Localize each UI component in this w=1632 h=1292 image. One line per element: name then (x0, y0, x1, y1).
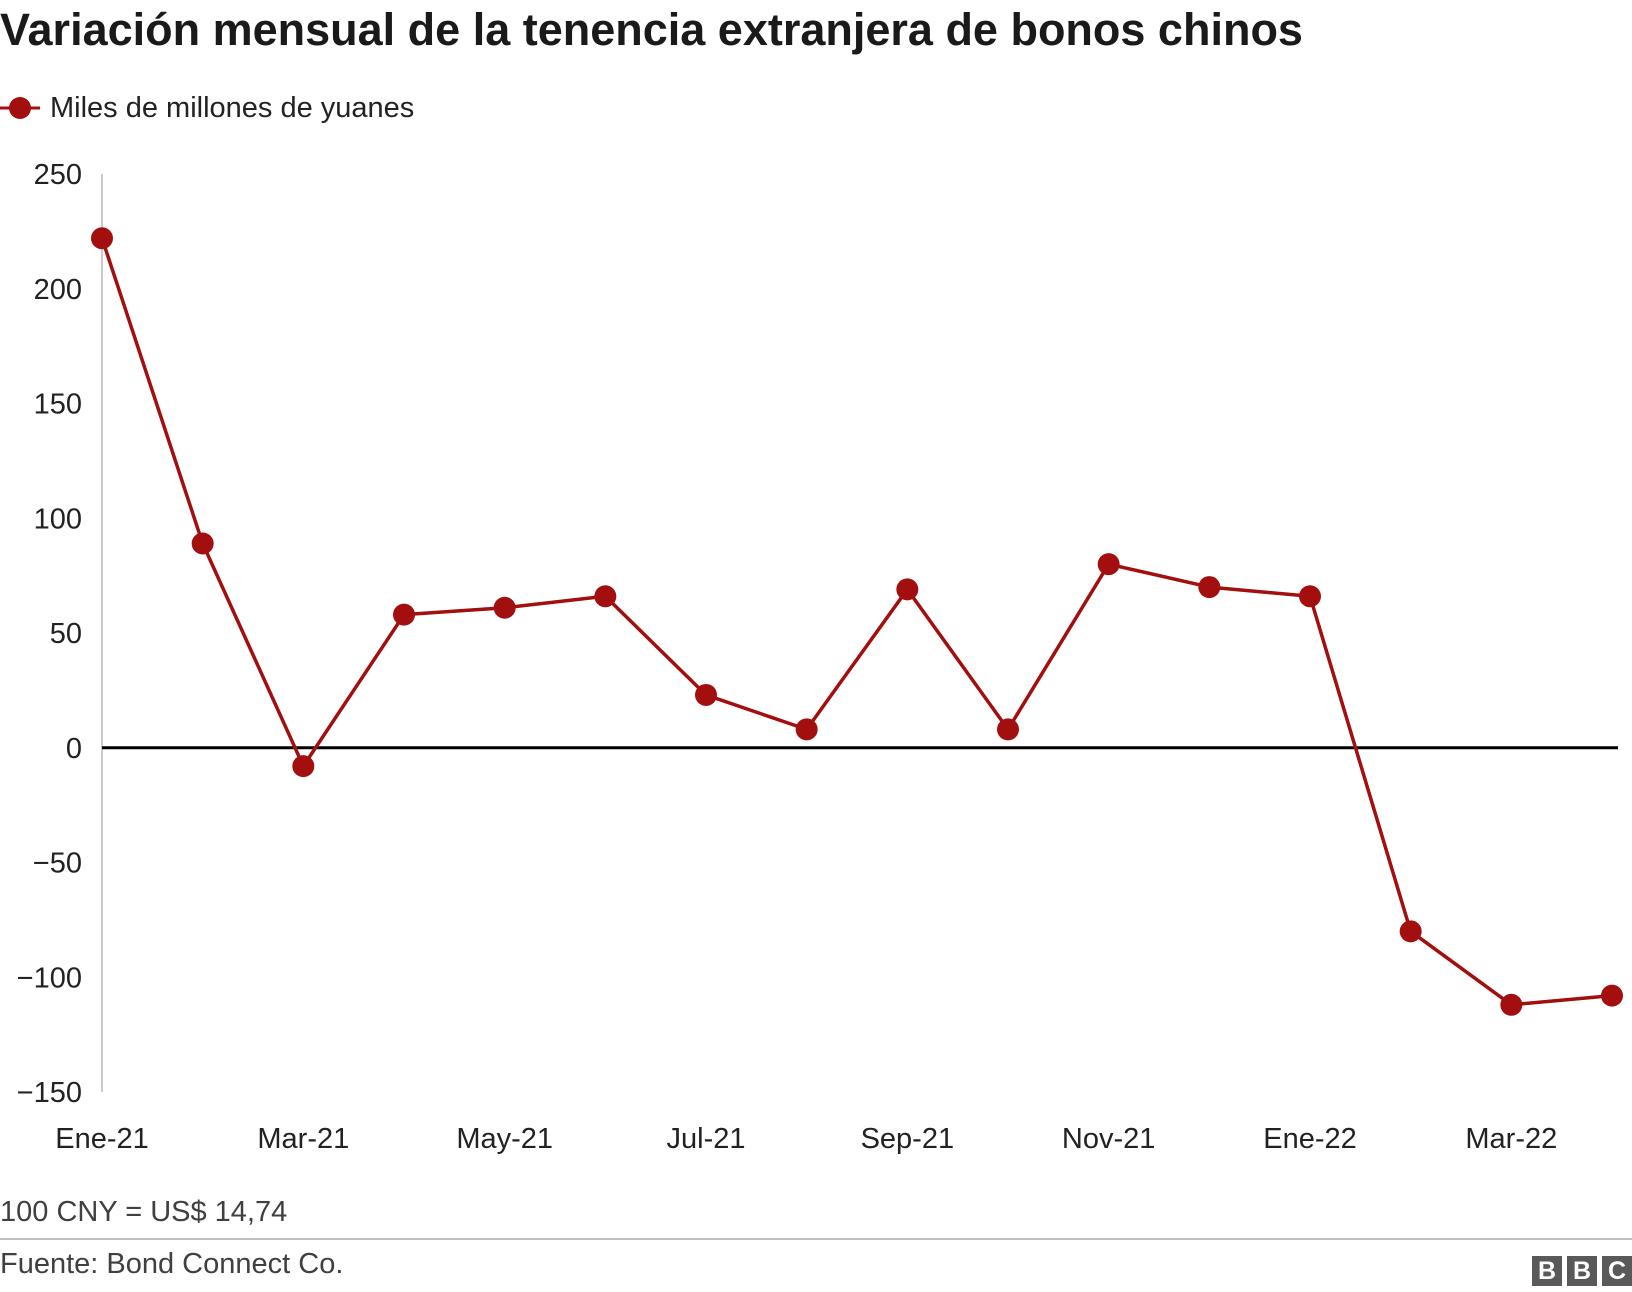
y-tick-label: 250 (34, 159, 82, 191)
y-tick-label: 100 (34, 503, 82, 535)
data-point (292, 755, 315, 778)
data-point (896, 578, 919, 601)
bbc-logo-letter: C (1602, 1256, 1632, 1286)
bbc-logo-letter: B (1532, 1256, 1562, 1286)
data-point (594, 585, 617, 608)
source-text: Fuente: Bond Connect Co. (0, 1248, 344, 1280)
data-point (1500, 993, 1523, 1016)
x-tick-label: Jul-21 (667, 1123, 746, 1155)
data-point (1299, 585, 1321, 608)
y-tick-label: −150 (17, 1077, 82, 1109)
data-point (1601, 984, 1623, 1007)
x-tick-label: Mar-22 (1465, 1123, 1557, 1155)
line-chart: 250 200 150 100 50 0 −50 −100 −150 Ene-21 Mar-21 Ma… (17, 159, 1623, 1155)
x-tick-label: Mar-21 (257, 1123, 349, 1155)
legend-label: Miles de millones de yuanes (50, 91, 415, 124)
data-point (1097, 553, 1120, 576)
bbc-logo-letter: B (1567, 1256, 1597, 1286)
x-tick-label: Ene-22 (1263, 1123, 1357, 1155)
y-tick-label: −50 (33, 848, 82, 880)
data-point (493, 596, 516, 619)
data-point (1399, 920, 1422, 943)
x-tick-label: May-21 (456, 1123, 553, 1155)
series-line (100, 237, 1613, 1007)
data-point (191, 532, 214, 555)
data-point (695, 683, 717, 706)
data-point (91, 227, 113, 250)
y-tick-label: −100 (17, 962, 82, 994)
y-tick-label: 50 (50, 618, 82, 650)
legend: Miles de millones de yuanes (0, 88, 414, 128)
x-tick-label: Nov-21 (1062, 1123, 1156, 1155)
legend-marker-icon (0, 97, 40, 119)
data-point (795, 718, 818, 741)
bbc-logo: B B C (1532, 1256, 1632, 1286)
data-point (997, 718, 1019, 741)
y-tick-label: 200 (34, 274, 82, 306)
y-tick-label: 150 (34, 389, 82, 421)
chart-title: Variación mensual de la tenencia extranj… (0, 4, 1303, 55)
footer-divider (0, 1238, 1632, 1240)
x-tick-label: Sep-21 (861, 1123, 955, 1155)
data-point (1198, 576, 1221, 599)
x-tick-label: Ene-21 (55, 1123, 149, 1155)
data-point (393, 603, 415, 626)
y-tick-label: 0 (66, 733, 82, 765)
currency-note: 100 CNY = US$ 14,74 (0, 1196, 288, 1228)
